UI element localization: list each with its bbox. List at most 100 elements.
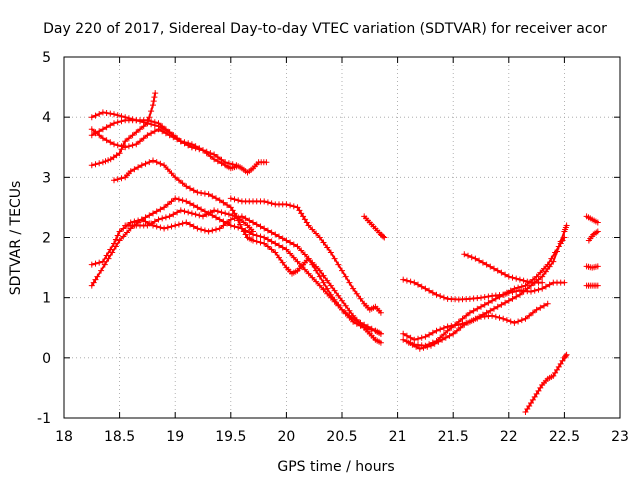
data-point [140, 123, 147, 130]
data-point [377, 330, 384, 337]
x-tick-label: 20 [277, 429, 295, 445]
data-point [114, 112, 121, 119]
x-tick-label: 19 [166, 429, 184, 445]
data-point [418, 334, 425, 341]
data-point [227, 222, 234, 229]
data-point [159, 123, 166, 130]
data-point [129, 142, 136, 149]
data-point [253, 232, 260, 239]
data-point [418, 283, 425, 290]
data-point [253, 238, 260, 245]
data-point [213, 195, 219, 202]
data-point [368, 326, 375, 333]
data-point [190, 187, 197, 194]
data-point [272, 249, 279, 256]
data-point [498, 269, 505, 276]
data-point [335, 292, 342, 299]
data-point [492, 313, 499, 320]
data-point [153, 223, 160, 230]
data-point [420, 344, 427, 351]
data-point [159, 215, 166, 222]
data-point [479, 311, 486, 318]
data-point [246, 217, 253, 224]
data-point [120, 233, 127, 240]
data-point [264, 199, 271, 206]
data-point [276, 254, 282, 261]
data-point [516, 291, 523, 298]
data-point [511, 285, 518, 292]
data-point [209, 227, 216, 234]
data-point [489, 312, 496, 319]
plot-frame [63, 56, 621, 419]
data-point [459, 315, 466, 322]
data-point [131, 166, 138, 173]
x-tick-label: 23 [611, 429, 629, 445]
data-point [305, 270, 312, 277]
data-point [242, 215, 249, 222]
series-track-8 [122, 207, 256, 235]
data-point [116, 237, 123, 244]
data-point [342, 302, 349, 309]
data-point [442, 334, 449, 341]
data-point [231, 196, 238, 203]
data-point [513, 293, 520, 300]
series-track-4 [88, 90, 159, 169]
data-point [164, 201, 171, 208]
data-point [175, 221, 182, 228]
data-point [324, 244, 331, 251]
data-point [179, 197, 186, 204]
data-point [166, 213, 173, 220]
data-point [222, 210, 229, 217]
data-point [320, 279, 327, 286]
data-point [331, 255, 338, 262]
data-point [151, 218, 158, 225]
data-point [339, 267, 345, 274]
data-point [103, 137, 110, 144]
data-point [94, 273, 101, 280]
y-tick-label: 0 [42, 351, 51, 367]
data-point [190, 202, 197, 209]
data-point [272, 240, 279, 247]
data-point [261, 240, 268, 247]
data-point [235, 197, 242, 204]
data-point [502, 299, 509, 306]
data-point [476, 313, 483, 320]
data-point [125, 135, 132, 142]
series-line [407, 224, 568, 350]
data-point [594, 228, 601, 235]
data-point [92, 112, 99, 119]
data-point [98, 267, 105, 274]
series-track-15 [405, 222, 570, 352]
x-tick-labels: 18 18.5 19 19.5 20 20.5 21 21.5 22 22.5 23 [55, 429, 629, 445]
data-point [137, 138, 143, 145]
data-point [205, 191, 212, 198]
data-point [520, 288, 527, 295]
data-point [381, 234, 388, 241]
data-point [102, 158, 109, 165]
data-point [135, 164, 142, 171]
data-point [198, 190, 205, 196]
data-point [181, 208, 188, 215]
data-point [298, 247, 305, 254]
data-point [157, 206, 164, 213]
data-point [537, 304, 544, 311]
data-point [500, 315, 507, 322]
data-point [151, 128, 158, 135]
data-point [177, 207, 184, 214]
data-point [103, 124, 110, 131]
data-point [127, 168, 134, 175]
data-point [422, 333, 429, 340]
series-track-17 [583, 213, 601, 226]
y-axis-label: SDTVAR / TECUs [8, 181, 24, 296]
data-point [507, 318, 514, 325]
data-point [476, 257, 483, 264]
series-track-12 [461, 251, 546, 286]
data-point [361, 324, 368, 331]
data-point [174, 135, 181, 142]
series-track-5 [111, 157, 384, 346]
data-point [227, 216, 234, 223]
data-point [114, 232, 121, 239]
series-track-10 [361, 213, 388, 241]
data-point [327, 282, 334, 289]
